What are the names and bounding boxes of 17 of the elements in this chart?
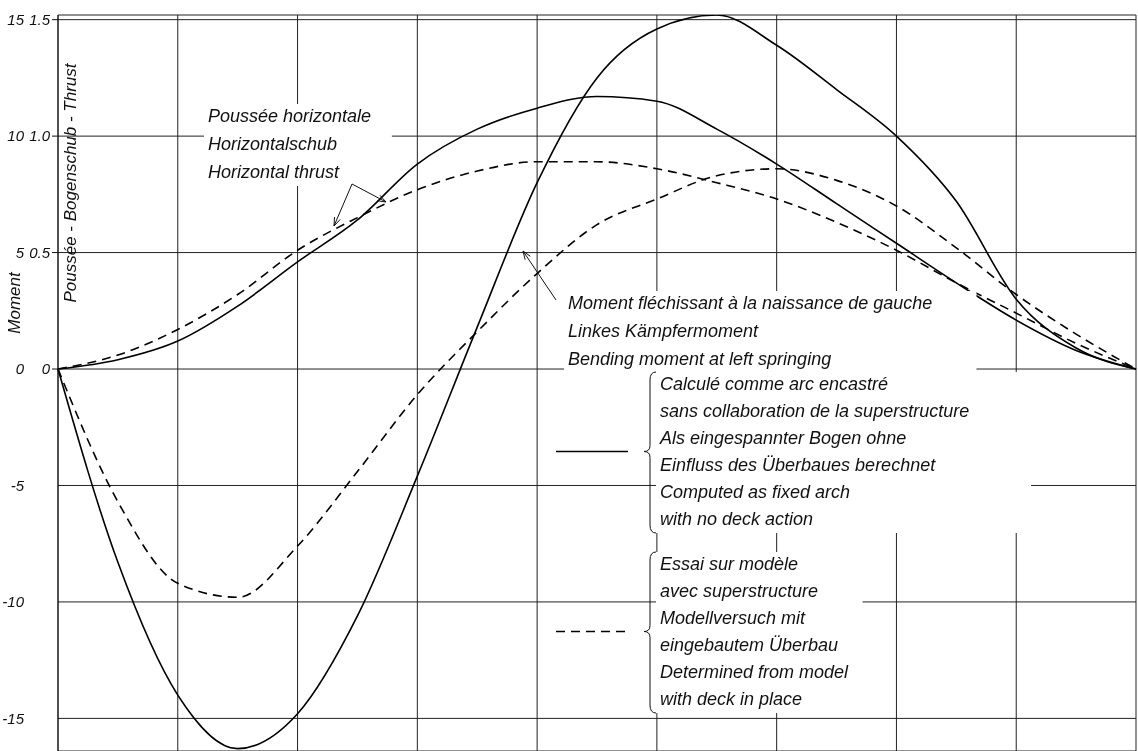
y-tick-label: -10 [2,593,25,611]
y2-axis-title: Poussée - Bogenschub - Thrust [61,62,81,303]
annotation: Moment fléchissant à la naissance de gauche Linkes Kämpfermoment Bending moment at left springing [568,293,933,369]
y-tick-label: -15 [2,709,25,727]
y2-tick-label: 1.0 [29,127,51,145]
y2-tick-label: 0 [41,360,51,378]
legend-label: Essai sur modèle avec superstructure Modellversuch mit eingebautem Überbau Determined from model with deck in place [660,554,850,709]
y2-tick-label: 1.5 [29,10,51,28]
y-tick-label: -5 [10,476,25,494]
y-axis-title: Moment [5,271,25,334]
annotation: Poussée horizontale Horizontalschub Horizontal thrust [208,106,372,182]
y-tick-label: 10 [7,127,25,145]
y2-tick-label: 0.5 [29,243,51,261]
y-tick-label: 5 [15,243,25,261]
y-tick-label: 15 [7,10,25,28]
y-tick-label: 0 [15,360,25,378]
legend-label: Calculé comme arc encastré sans collaboration de la superstructure Als eingespannter Bogen ohne Einfluss des Überbaues berechnet Computed as fixed arch with no deck action [659,374,970,529]
